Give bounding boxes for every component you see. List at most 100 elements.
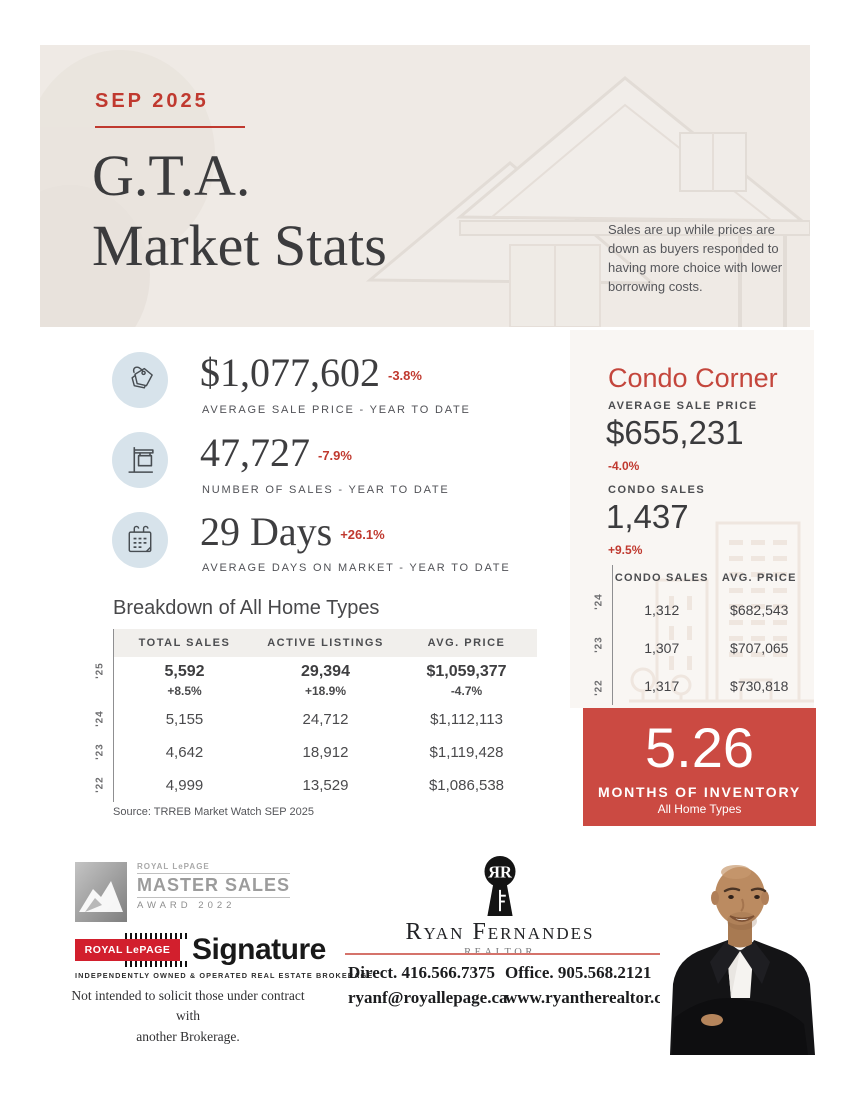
stat-icon-circle xyxy=(112,352,168,408)
agent-identity: ЯR Ryan Fernandes REALTOR xyxy=(340,855,660,958)
number-of-sales-stat: 47,727 -7.9% xyxy=(200,429,352,476)
brokerage-tagline: INDEPENDENTLY OWNED & OPERATED REAL ESTA… xyxy=(75,971,374,980)
award-title: MASTER SALES xyxy=(137,873,291,898)
avg-price-value: $1,086,538 xyxy=(428,777,505,794)
agent-portrait-illustration xyxy=(660,852,818,1055)
disclaimer-line1: Not intended to solicit those under cont… xyxy=(71,988,305,1024)
royal-lepage-wordmark: ROYAL LePAGE xyxy=(75,939,180,961)
agent-divider-line xyxy=(345,953,660,955)
svg-text:ЯR: ЯR xyxy=(488,862,513,881)
breakdown-title: Breakdown of All Home Types xyxy=(113,597,380,619)
condo-price-cell: $682,543 xyxy=(730,602,789,618)
header-band: SEP 2025 G.T.A. Market Stats Sales are u… xyxy=(40,45,810,327)
active-listings-value: 18,912 xyxy=(302,744,349,761)
condo-avg-price-delta: -4.0% xyxy=(608,459,640,473)
logo-stripes-bottom xyxy=(125,961,187,967)
rf-monogram-key-icon: ЯR xyxy=(484,855,516,917)
sale-sign-icon xyxy=(128,447,154,473)
page-title-line2: Market Stats xyxy=(92,213,387,278)
avg-price-delta: -4.7% xyxy=(450,683,483,698)
disclaimer-text: Not intended to solicit those under cont… xyxy=(58,986,318,1047)
active-listings-value: 24,712 xyxy=(302,711,349,728)
stat-icon-circle xyxy=(112,432,168,488)
direct-phone[interactable]: Direct. 416.566.7375 xyxy=(348,963,495,982)
source-note: Source: TRREB Market Watch SEP 2025 xyxy=(113,806,314,818)
condo-sales-label: CONDO SALES xyxy=(608,484,706,496)
condo-price-cell: $707,065 xyxy=(730,640,789,656)
active-listings-delta: +18.9% xyxy=(304,683,347,698)
table-row: 4,999 13,529 $1,086,538 xyxy=(114,769,537,802)
condo-sales-delta: +9.5% xyxy=(608,543,643,557)
faded-house-illustration xyxy=(40,50,810,327)
column-header: CONDO SALES xyxy=(614,572,709,584)
agent-email[interactable]: ryanf@royallepage.ca xyxy=(348,988,508,1007)
signature-wordmark: Signature xyxy=(192,933,326,966)
inventory-value: 5.26 xyxy=(645,716,754,779)
column-header: AVG. PRICE xyxy=(721,572,797,584)
condo-corner-panel xyxy=(570,330,814,708)
logo-stripes-top xyxy=(125,933,187,939)
agent-name: Ryan Fernandes xyxy=(405,919,595,945)
table-row: 5,155 24,712 $1,112,113 xyxy=(114,703,537,736)
active-listings-value: 13,529 xyxy=(302,777,349,794)
condo-avg-price-label: AVERAGE SALE PRICE xyxy=(608,400,758,412)
days-on-market-label: AVERAGE DAYS ON MARKET - YEAR TO DATE xyxy=(202,562,511,574)
avg-sale-price-delta: -3.8% xyxy=(388,368,422,383)
year-label: '23 xyxy=(593,636,605,653)
column-header: ACTIVE LISTINGS xyxy=(267,637,384,649)
avg-price-value: $1,059,377 xyxy=(426,662,507,680)
avg-sale-price-value: $1,077,602 xyxy=(200,350,380,395)
condo-corner-title: Condo Corner xyxy=(608,363,778,393)
year-label: '23 xyxy=(94,743,106,760)
mountain-award-icon xyxy=(75,862,127,922)
market-summary-text: Sales are up while prices are down as bu… xyxy=(608,222,783,294)
breakdown-table: TOTAL SALES ACTIVE LISTINGS AVG. PRICE 5… xyxy=(113,629,537,802)
stat-icon-circle xyxy=(112,512,168,568)
master-sales-award: ROYAL LePAGE MASTER SALES AWARD 2022 xyxy=(75,862,291,922)
inventory-label: MONTHS OF INVENTORY xyxy=(598,784,801,800)
year-label: '22 xyxy=(94,776,106,793)
condo-table-header: CONDO SALES AVG. PRICE xyxy=(613,565,808,591)
table-row: 1,317 $730,818 xyxy=(613,667,808,705)
office-phone[interactable]: Office. 905.568.2121 xyxy=(505,963,652,982)
avg-sale-price-label: AVERAGE SALE PRICE - YEAR TO DATE xyxy=(202,404,471,416)
table-row: 1,307 $707,065 xyxy=(613,629,808,667)
total-sales-value: 5,592 xyxy=(164,662,205,680)
agent-title: REALTOR xyxy=(340,947,660,958)
year-label: '24 xyxy=(593,593,605,610)
total-sales-delta: +8.5% xyxy=(167,683,202,698)
price-tags-icon xyxy=(131,366,153,389)
condo-history-table: CONDO SALES AVG. PRICE 1,312 $682,543 1,… xyxy=(612,565,808,705)
award-brand: ROYAL LePAGE xyxy=(137,862,210,871)
faded-buildings-illustration xyxy=(629,521,814,703)
column-header: AVG. PRICE xyxy=(427,637,506,649)
avg-sale-price-stat: $1,077,602 -3.8% xyxy=(200,349,422,396)
date-underline xyxy=(95,126,245,128)
condo-avg-price-value: $655,231 xyxy=(606,414,744,451)
page-title: G.T.A. Market Stats xyxy=(92,141,387,281)
year-label: '22 xyxy=(593,679,605,696)
royal-lepage-logo: ROYAL LePAGE xyxy=(75,933,187,967)
days-on-market-value: 29 Days xyxy=(200,509,333,554)
days-on-market-delta: +26.1% xyxy=(340,527,385,542)
year-label: '24 xyxy=(94,710,106,727)
number-of-sales-value: 47,727 xyxy=(200,430,310,475)
avg-price-value: $1,119,428 xyxy=(429,744,504,761)
months-of-inventory-box: 5.26 MONTHS OF INVENTORY All Home Types xyxy=(583,708,816,826)
condo-sales-value: 1,437 xyxy=(606,498,689,535)
condo-price-cell: $730,818 xyxy=(730,678,789,694)
breakdown-table-header: TOTAL SALES ACTIVE LISTINGS AVG. PRICE xyxy=(114,629,537,657)
agent-website[interactable]: www.ryantherealtor.ca xyxy=(505,988,671,1007)
condo-sales-cell: 1,317 xyxy=(644,678,680,694)
avg-price-value: $1,112,113 xyxy=(430,711,503,728)
days-on-market-stat: 29 Days +26.1% xyxy=(200,508,385,555)
total-sales-value: 5,155 xyxy=(165,711,204,728)
condo-sales-cell: 1,312 xyxy=(644,602,680,618)
brokerage-logo: ROYAL LePAGE Signature INDEPENDENTLY OWN… xyxy=(75,933,373,980)
number-of-sales-label: NUMBER OF SALES - YEAR TO DATE xyxy=(202,484,450,496)
active-listings-value: 29,394 xyxy=(301,662,350,680)
total-sales-value: 4,999 xyxy=(165,777,204,794)
table-row: 4,642 18,912 $1,119,428 xyxy=(114,736,537,769)
column-header: TOTAL SALES xyxy=(138,637,231,649)
inventory-sublabel: All Home Types xyxy=(657,802,742,816)
